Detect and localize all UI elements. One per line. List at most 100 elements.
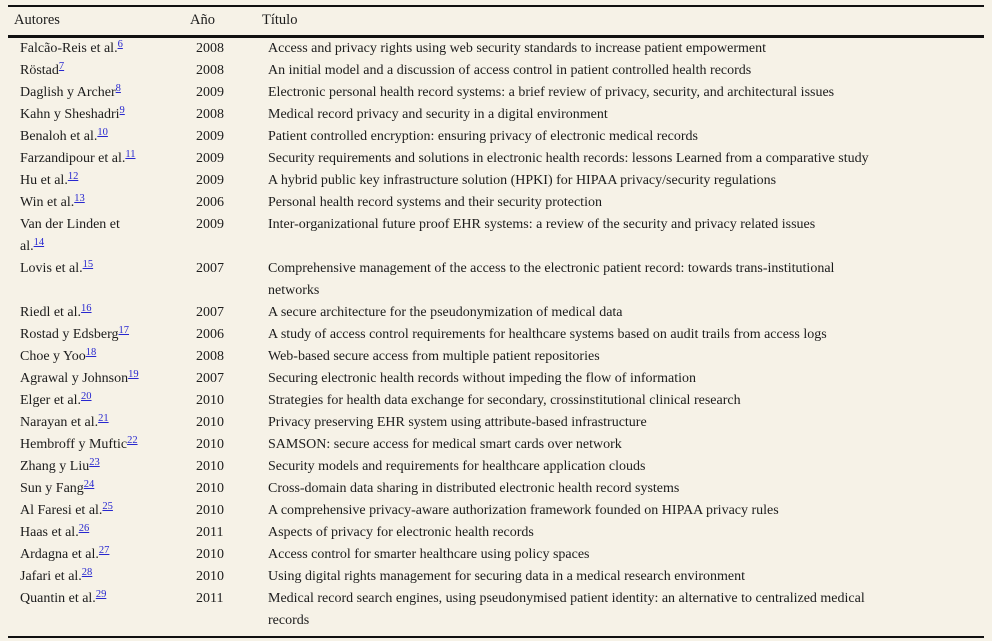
title-cell: SAMSON: secure access for medical smart … (268, 436, 622, 452)
title-cell: Securing electronic health records witho… (268, 370, 697, 386)
author-cell: Agrawal y Johnson19 (8, 368, 184, 390)
header-row: Autores Año Título (8, 6, 984, 38)
table-row: Falcão-Reis et al.6 2008 Access and priv… (8, 36, 984, 60)
author-name: Sun y Fang (20, 480, 84, 496)
reference-link[interactable]: 11 (125, 148, 136, 160)
reference-link[interactable]: 15 (82, 258, 94, 270)
reference-link[interactable]: 12 (67, 170, 79, 182)
reference-link[interactable]: 8 (115, 82, 121, 94)
reference-link[interactable]: 9 (119, 104, 125, 116)
author-name: Falcão-Reis et al. (20, 40, 118, 56)
reference-link[interactable]: 21 (98, 412, 109, 424)
reference-link[interactable]: 26 (78, 522, 90, 534)
author-cell: Kahn y Sheshadri9 (8, 104, 184, 126)
author-name: Daglish y Archer (20, 84, 116, 100)
table-row: Ardagna et al.27 2010 Access control for… (8, 544, 984, 566)
author-cell: Al Faresi et al.25 (8, 500, 184, 522)
author-name: Agrawal y Johnson (20, 370, 129, 386)
author-cell: Röstad7 (8, 60, 184, 82)
reference-link[interactable]: 24 (83, 478, 95, 490)
reference-link[interactable]: 6 (117, 38, 123, 50)
title-cell: Inter-organizational future proof EHR sy… (268, 216, 816, 232)
table-row: Narayan et al.21 2010 Privacy preserving… (8, 412, 984, 434)
reference-link[interactable]: 7 (58, 60, 65, 72)
year-cell: 2008 (196, 348, 224, 364)
author-cell: Narayan et al.21 (8, 412, 184, 434)
author-cell: Elger et al.20 (8, 390, 184, 412)
author-name: Röstad (20, 62, 59, 78)
author-name: Benaloh et al. (20, 128, 98, 144)
table-row: Riedl et al.16 2007 A secure architectur… (8, 302, 984, 324)
author-name: Van der Linden et al. (20, 216, 120, 254)
author-cell: Ardagna et al.27 (8, 544, 184, 566)
table-row: Rostad y Edsberg17 2006 A study of acces… (8, 324, 984, 346)
author-cell: Riedl et al.16 (8, 302, 184, 324)
author-cell: Win et al.13 (8, 192, 184, 214)
table-row: Kahn y Sheshadri9 2008 Medical record pr… (8, 104, 984, 126)
table-row: Hembroff y Muftic22 2010 SAMSON: secure … (8, 434, 984, 456)
author-name: Zhang y Liu (20, 458, 90, 474)
author-name: Elger et al. (20, 392, 82, 408)
reference-link[interactable]: 14 (33, 236, 45, 248)
reference-link[interactable]: 23 (89, 456, 100, 468)
year-cell: 2010 (196, 480, 224, 496)
title-cell: A study of access control requirements f… (268, 326, 827, 342)
title-cell: Access and privacy rights using web secu… (268, 40, 767, 56)
author-name: Hu et al. (20, 172, 68, 188)
reference-link[interactable]: 20 (81, 390, 92, 402)
table-row: Daglish y Archer8 2009 Electronic person… (8, 82, 984, 104)
table-row: Lovis et al.15 2007 Comprehensive manage… (8, 258, 984, 302)
column-header-autores: Autores (8, 6, 184, 38)
author-name: Rostad y Edsberg (20, 326, 119, 342)
reference-link[interactable]: 25 (102, 500, 113, 512)
title-cell: Medical record privacy and security in a… (268, 106, 608, 122)
author-name: Ardagna et al. (20, 546, 99, 562)
year-cell: 2007 (196, 370, 224, 386)
table-row: Röstad7 2008 An initial model and a disc… (8, 60, 984, 82)
reference-link[interactable]: 13 (74, 192, 85, 204)
table-row: Van der Linden et al.14 2009 Inter-organ… (8, 214, 984, 258)
author-name: Narayan et al. (20, 414, 99, 430)
title-cell: Access control for smarter healthcare us… (268, 546, 590, 562)
author-cell: Choe y Yoo18 (8, 346, 184, 368)
title-cell: Web-based secure access from multiple pa… (268, 348, 600, 364)
reference-link[interactable]: 19 (128, 368, 139, 380)
reference-link[interactable]: 18 (85, 346, 97, 358)
author-name: Al Faresi et al. (20, 502, 103, 518)
author-name: Jafari et al. (20, 568, 82, 584)
year-cell: 2009 (196, 128, 224, 144)
reference-link[interactable]: 16 (81, 302, 92, 314)
author-name: Farzandipour et al. (20, 150, 126, 166)
year-cell: 2006 (196, 326, 224, 342)
reference-link[interactable]: 29 (95, 588, 107, 600)
table-row: Benaloh et al.10 2009 Patient controlled… (8, 126, 984, 148)
year-cell: 2009 (196, 150, 224, 166)
year-cell: 2010 (196, 502, 224, 518)
reference-link[interactable]: 22 (127, 434, 138, 446)
title-cell: Cross-domain data sharing in distributed… (268, 480, 680, 496)
year-cell: 2010 (196, 436, 224, 452)
table-row: Jafari et al.28 2010 Using digital right… (8, 566, 984, 588)
author-name: Haas et al. (20, 524, 79, 540)
title-cell: Personal health record systems and their… (268, 194, 602, 210)
table-row: Choe y Yoo18 2008 Web-based secure acces… (8, 346, 984, 368)
author-cell: Hembroff y Muftic22 (8, 434, 184, 456)
year-cell: 2010 (196, 414, 224, 430)
year-cell: 2007 (196, 260, 224, 276)
reference-link[interactable]: 17 (118, 324, 130, 336)
year-cell: 2006 (196, 194, 224, 210)
author-name: Kahn y Sheshadri (20, 106, 120, 122)
author-cell: Van der Linden et al.14 (8, 214, 184, 258)
author-cell: Hu et al.12 (8, 170, 184, 192)
year-cell: 2010 (196, 392, 224, 408)
author-name: Lovis et al. (20, 260, 83, 276)
title-cell: An initial model and a discussion of acc… (268, 62, 752, 78)
year-cell: 2008 (196, 106, 224, 122)
reference-link[interactable]: 10 (97, 126, 108, 138)
table-body: Falcão-Reis et al.6 2008 Access and priv… (8, 36, 984, 637)
reference-link[interactable]: 27 (98, 544, 110, 556)
title-cell: A secure architecture for the pseudonymi… (268, 304, 623, 320)
author-cell: Quantin et al.29 (8, 588, 184, 637)
reference-link[interactable]: 28 (81, 566, 93, 578)
table-row: Hu et al.12 2009 A hybrid public key inf… (8, 170, 984, 192)
